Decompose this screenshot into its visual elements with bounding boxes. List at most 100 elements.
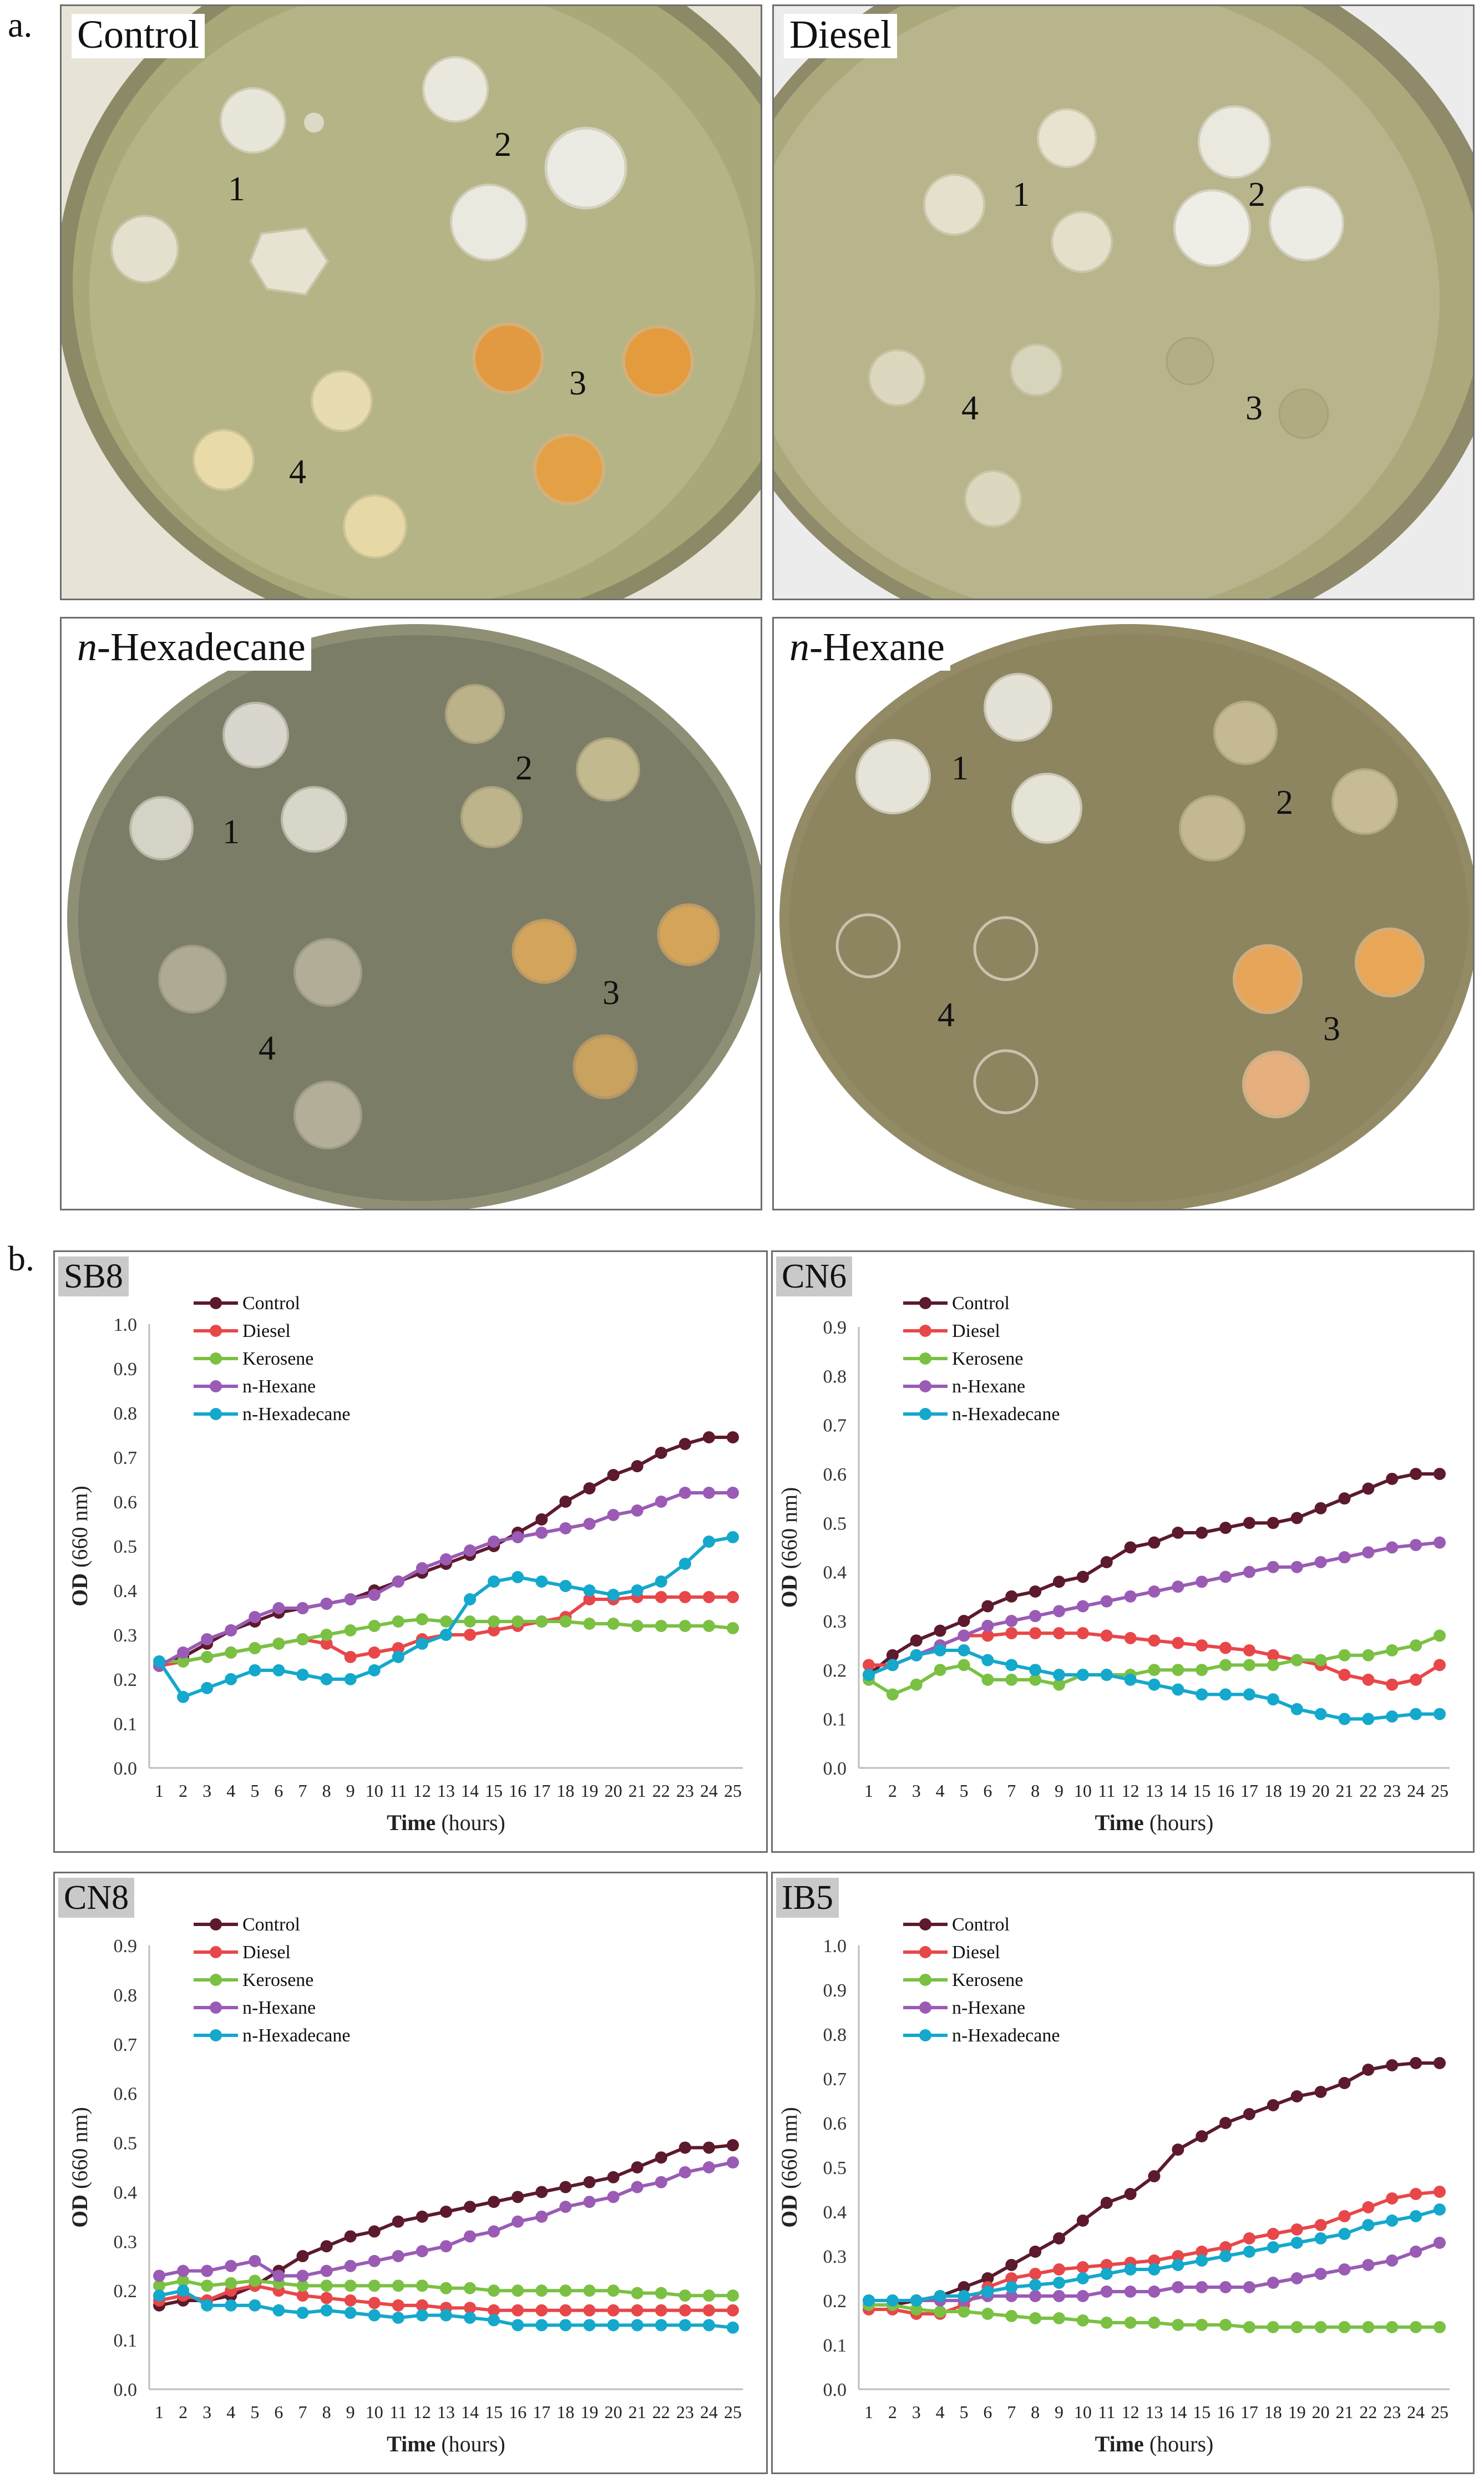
data-point-control (440, 2206, 452, 2218)
data-point-kerosene (631, 1620, 644, 1632)
chart-cn8: 0.0 0.1 0.2 0.3 0.4 0.5 0.6 0.7 0.8 0.9 1 2 3 4 5 6 7 8 9 1… (53, 1872, 768, 2474)
data-point-n-hexane (1029, 1610, 1042, 1623)
data-point-n-hexane (1290, 1560, 1303, 1573)
data-point-n-hexane (631, 2181, 644, 2193)
data-point-diesel (727, 2304, 739, 2317)
data-point-n-hexane (1362, 1546, 1375, 1559)
x-tick-label: 14 (461, 2402, 479, 2422)
data-point-kerosene (249, 1642, 261, 1654)
data-point-n-hexane (272, 1602, 285, 1614)
data-point-n-hexadecane (464, 2312, 477, 2324)
data-point-control (368, 2225, 381, 2238)
data-point-kerosene (177, 2274, 190, 2287)
data-point-kerosene (320, 2279, 333, 2292)
y-tick-label: 0.2 (114, 1670, 138, 1690)
data-point-n-hexane (1053, 2290, 1065, 2302)
data-point-kerosene (344, 2279, 357, 2292)
legend-marker-diesel (210, 1325, 222, 1337)
data-point-diesel (464, 2302, 477, 2314)
y-axis-title-unit: (660 nm) (777, 2107, 802, 2189)
x-tick-label: 13 (437, 1781, 455, 1801)
data-point-n-hexadecane (535, 2319, 548, 2332)
data-point-kerosene (511, 2284, 524, 2297)
data-point-control (1362, 1482, 1375, 1495)
legend-marker-n-hexane (210, 1380, 222, 1392)
y-tick-label: 0.3 (823, 1612, 847, 1632)
data-point-n-hexadecane (1362, 2219, 1375, 2231)
legend-marker-n-hexadecane (919, 1408, 931, 1420)
x-tick-label: 25 (1431, 1781, 1448, 1801)
x-tick-label: 9 (346, 2402, 355, 2422)
plate-control-title: Control (72, 13, 205, 58)
data-point-kerosene (559, 1615, 572, 1628)
chart-cn8-svg: 0.00.10.20.30.40.50.60.70.80.91 2 3 4 5 6 7 8 9 1… (67, 1914, 743, 2456)
legend-label-n-hexadecane: n-Hexadecane (952, 1404, 1060, 1425)
data-point-n-hexadecane (1053, 1669, 1065, 1681)
data-point-n-hexadecane (1267, 1693, 1279, 1706)
data-point-n-hexane (1029, 2290, 1042, 2302)
x-tick-label: 8 (322, 2402, 331, 2422)
data-point-n-hexadecane (511, 1571, 524, 1583)
data-point-n-hexane (296, 2269, 309, 2282)
data-point-n-hexadecane (1124, 2263, 1137, 2276)
data-point-diesel (1243, 2232, 1255, 2244)
x-axis-title-unit: (hours) (441, 2431, 505, 2456)
data-point-n-hexadecane (655, 2319, 667, 2332)
data-point-n-hexane (320, 2264, 333, 2277)
legend-marker-kerosene (919, 1352, 931, 1365)
data-point-n-hexadecane (1219, 1688, 1232, 1701)
y-tick-label: 0.8 (114, 1985, 138, 2006)
plate-n-hexane-label-4: 4 (938, 996, 955, 1034)
chart-sb8: 0.0 0.1 0.2 0.3 0.4 0.5 0.6 0.7 0.8 0.9 1.0 1 2 3 4 5 6 7… (53, 1250, 768, 1853)
data-point-diesel (1386, 1678, 1399, 1691)
x-tick-label: 6 (274, 1781, 283, 1801)
x-tick-label: 7 (1007, 2402, 1016, 2422)
data-point-kerosene (583, 2284, 596, 2297)
data-point-n-hexadecane (392, 1651, 404, 1663)
data-point-diesel (678, 2304, 691, 2317)
data-point-control (655, 2151, 667, 2164)
x-tick-label: 18 (556, 1781, 574, 1801)
data-point-n-hexadecane (1386, 1710, 1399, 1723)
data-point-n-hexane (535, 2210, 548, 2223)
plate-n-hexadecane-label-3: 3 (602, 974, 620, 1012)
data-point-diesel (392, 1642, 404, 1654)
data-point-diesel (678, 1591, 691, 1603)
data-point-diesel (727, 1591, 739, 1603)
legend-label-n-hexadecane: n-Hexadecane (952, 2025, 1060, 2046)
x-tick-label: 17 (1240, 1781, 1258, 1801)
data-point-n-hexane (1410, 2246, 1422, 2258)
x-tick-label: 13 (1146, 1781, 1163, 1801)
y-tick-label: 0.9 (114, 1936, 138, 1957)
x-axis-title-main: Time (387, 1810, 441, 1835)
data-point-diesel (511, 2304, 524, 2317)
x-tick-label: 7 (298, 2402, 307, 2422)
data-point-diesel (535, 2304, 548, 2317)
legend-label-control: Control (242, 1914, 300, 1935)
data-point-kerosene (910, 1678, 923, 1691)
data-point-n-hexadecane (631, 2319, 644, 2332)
data-point-n-hexane (368, 2254, 381, 2267)
x-tick-label: 6 (274, 2402, 283, 2422)
data-point-n-hexane (1314, 1556, 1327, 1568)
data-point-n-hexane (1148, 1585, 1161, 1598)
data-point-kerosene (249, 2274, 261, 2287)
y-tick-label: 0.8 (114, 1403, 138, 1424)
y-tick-label: 0.2 (114, 2281, 138, 2302)
data-point-n-hexane (440, 1553, 452, 1565)
legend-label-n-hexane: n-Hexane (952, 1998, 1025, 2018)
y-axis-title-unit: (660 nm) (67, 2107, 92, 2189)
legend-label-n-hexane: n-Hexane (242, 1376, 316, 1397)
data-point-n-hexane (1219, 1570, 1232, 1583)
data-point-diesel (1172, 1636, 1184, 1649)
data-point-diesel (1172, 2250, 1184, 2262)
legend-marker-diesel (210, 1946, 222, 1958)
data-point-n-hexane (1100, 2286, 1113, 2298)
data-point-kerosene (1219, 2319, 1232, 2331)
x-tick-label: 17 (1240, 2402, 1258, 2422)
x-tick-label: 7 (1007, 1781, 1016, 1801)
data-point-n-hexadecane (272, 1664, 285, 1676)
x-tick-label: 15 (1193, 1781, 1211, 1801)
data-point-n-hexane (464, 2230, 477, 2243)
data-point-n-hexadecane (583, 2319, 596, 2332)
